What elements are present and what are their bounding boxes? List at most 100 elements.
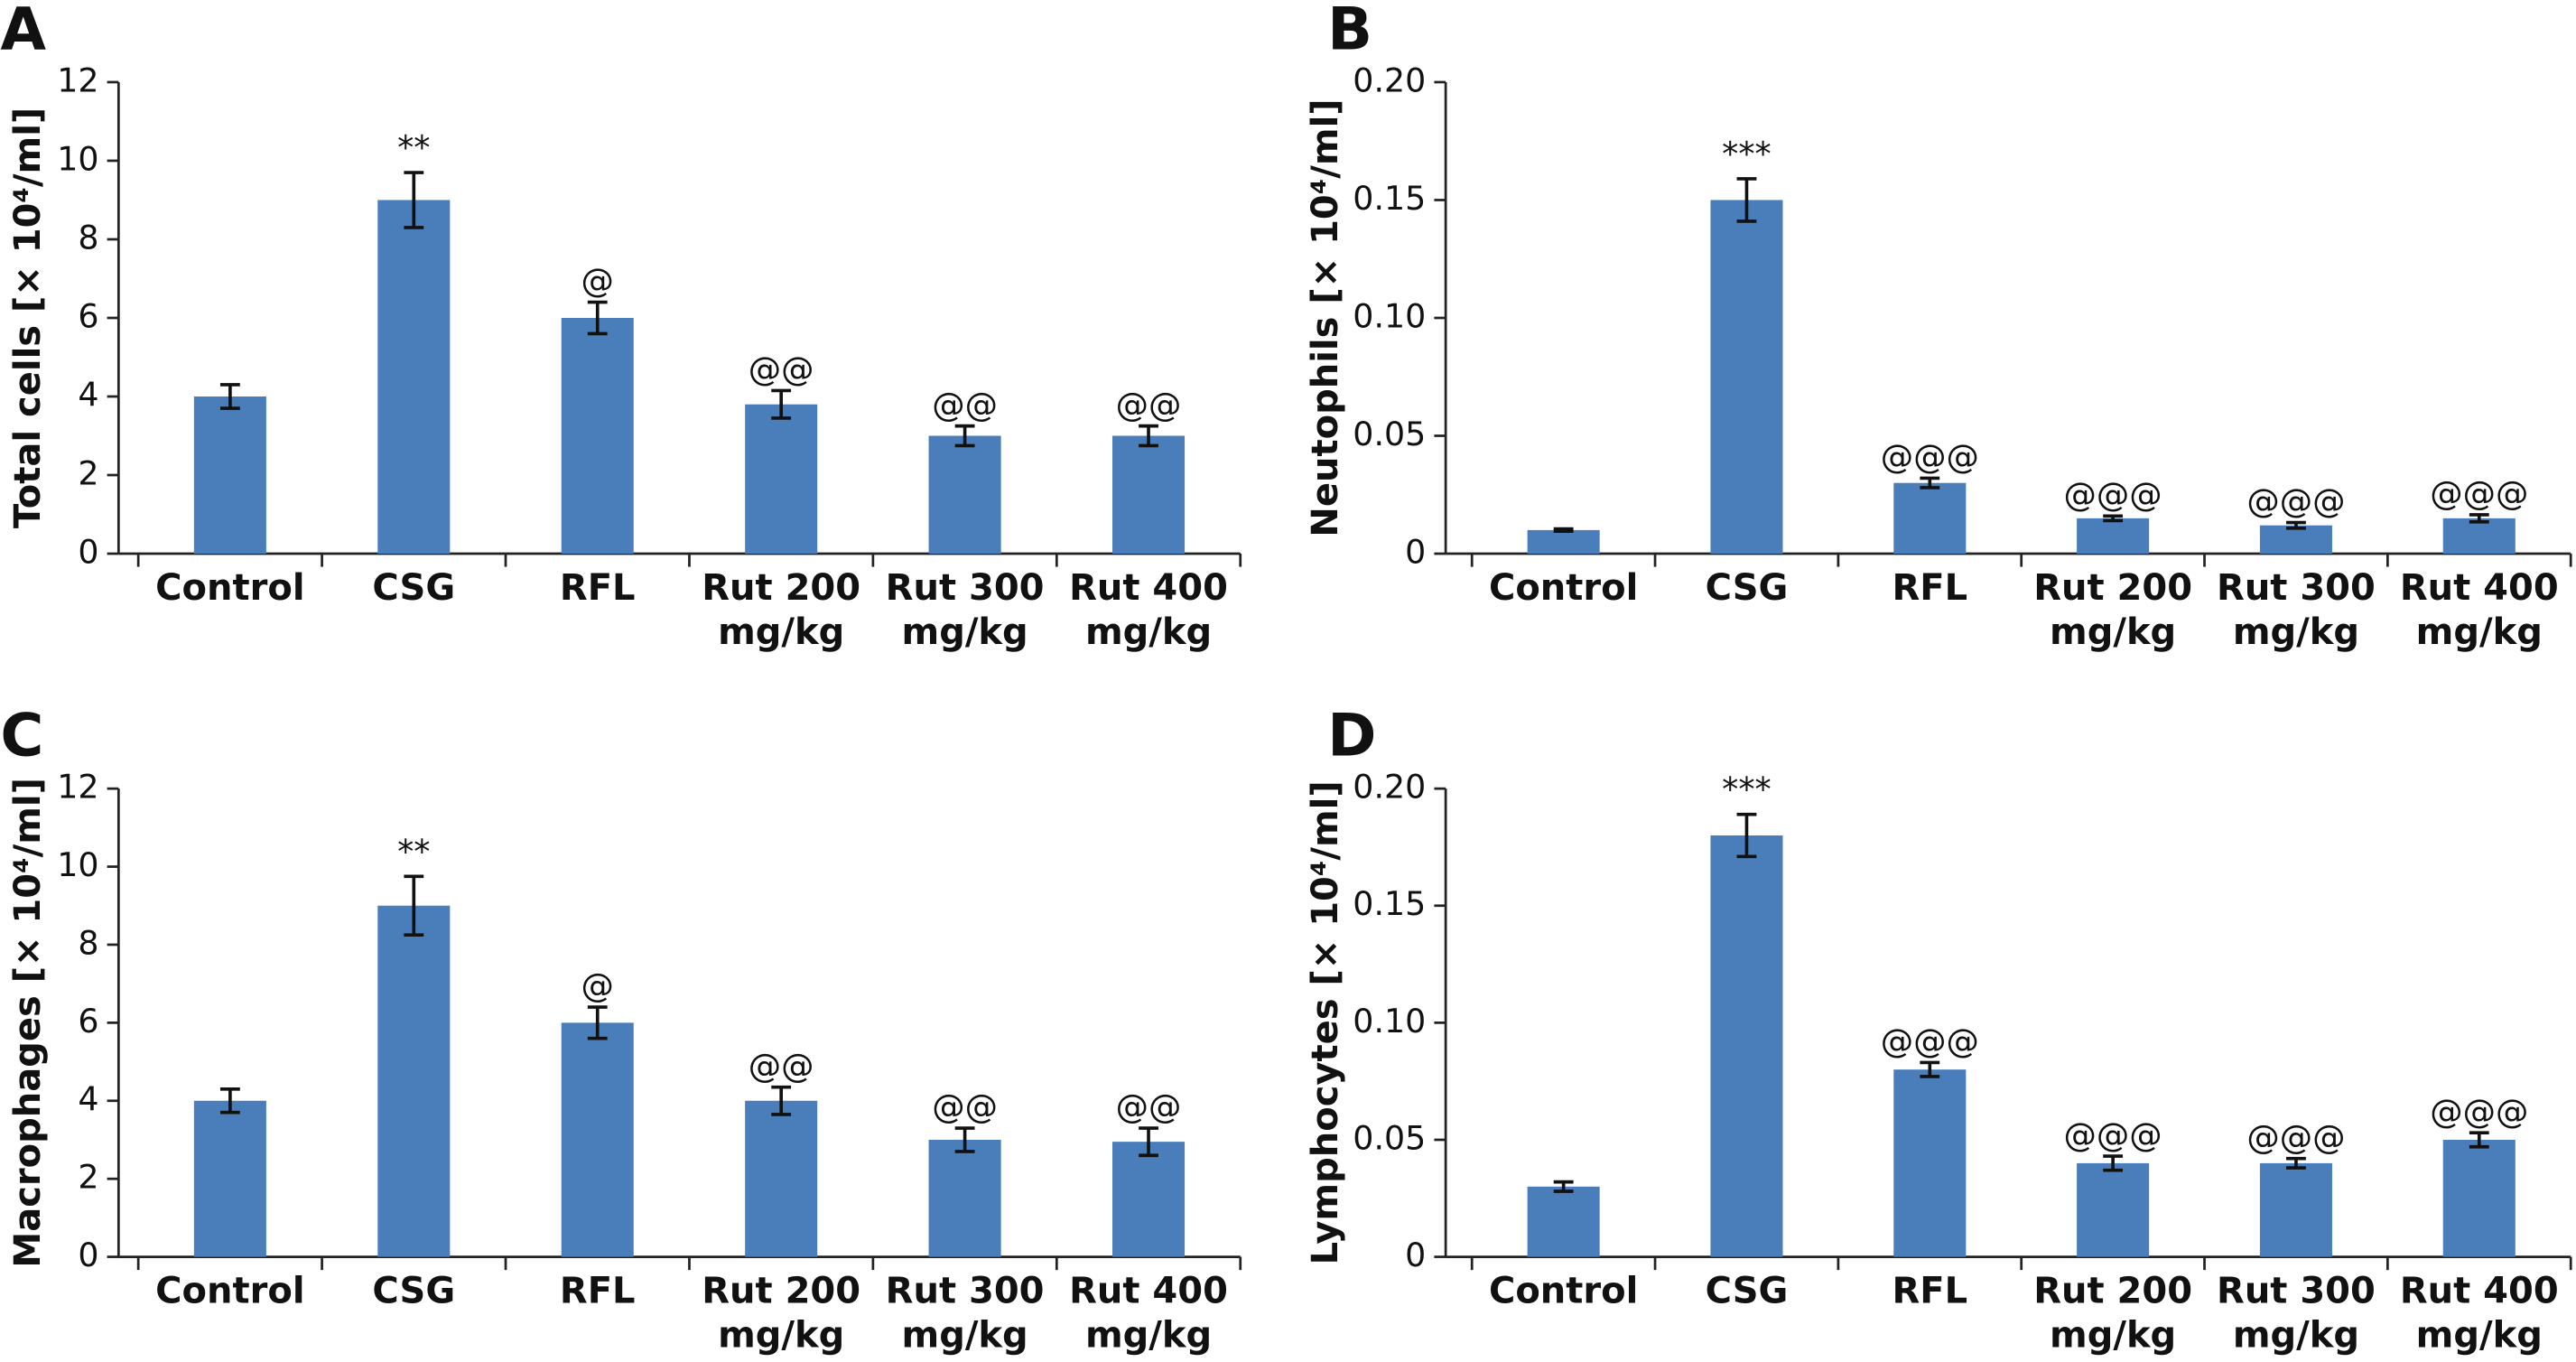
- bar: [193, 1100, 266, 1257]
- y-axis-label: Lymphocytes [× 10⁴/ml]: [1305, 780, 1346, 1264]
- bar: [1893, 1069, 1967, 1257]
- annotation: @: [581, 966, 614, 1005]
- x-tick-label: RFL: [1892, 567, 1967, 609]
- x-tick-label: RFL: [560, 1271, 636, 1312]
- x-tick-label: RFL: [1892, 1271, 1967, 1312]
- y-tick-label: 0.15: [1353, 884, 1426, 923]
- annotation: **: [397, 128, 430, 167]
- annotation: @@@: [2246, 481, 2345, 520]
- x-tick-label: Rut 200: [702, 1271, 860, 1312]
- bar: [377, 200, 451, 555]
- x-tick-label: Rut 400: [2400, 1271, 2559, 1312]
- x-tick-label: CSG: [372, 1271, 455, 1312]
- y-tick-label: 0.10: [1353, 296, 1426, 335]
- bar: [1527, 529, 1600, 555]
- y-tick-label: 0: [78, 533, 98, 572]
- annotation: ***: [1722, 770, 1772, 809]
- x-tick-label: Rut 400: [1069, 567, 1228, 609]
- y-tick-label: 0.15: [1353, 179, 1426, 218]
- y-axis-label: Neutophils [× 10⁴/ml]: [1305, 98, 1346, 536]
- y-tick-label: 8: [78, 218, 98, 257]
- panel-label: C: [0, 702, 43, 770]
- y-tick-label: 10: [57, 845, 98, 884]
- annotation: @@: [1116, 1087, 1182, 1126]
- x-tick-label: Rut 200: [2033, 1271, 2192, 1312]
- y-tick-label: 0.20: [1353, 768, 1426, 807]
- bar: [561, 1022, 634, 1257]
- y-tick-label: 0.05: [1353, 1118, 1426, 1157]
- x-tick-label: mg/kg: [2233, 1315, 2359, 1357]
- y-tick-label: 8: [78, 923, 98, 962]
- y-tick-label: 6: [78, 296, 98, 335]
- y-tick-label: 0: [78, 1236, 98, 1274]
- panel-label: A: [0, 0, 46, 63]
- y-tick-label: 10: [57, 139, 98, 178]
- x-tick-label: Control: [1489, 1271, 1638, 1312]
- bar: [1527, 1186, 1600, 1257]
- y-tick-label: 0.20: [1353, 61, 1426, 99]
- bar: [1710, 200, 1783, 555]
- annotation: @@@: [2064, 1115, 2162, 1154]
- x-tick-label: Rut 200: [2033, 567, 2192, 609]
- x-tick-label: mg/kg: [2416, 611, 2543, 653]
- bar: [745, 404, 818, 555]
- x-tick-label: Rut 400: [2400, 567, 2559, 609]
- bar: [2442, 518, 2516, 555]
- bar: [928, 1139, 1001, 1257]
- x-tick-label: mg/kg: [902, 611, 1028, 653]
- annotation: ***: [1722, 135, 1772, 173]
- bar: [377, 905, 451, 1257]
- bar: [928, 435, 1001, 555]
- x-tick-label: mg/kg: [1085, 611, 1212, 653]
- x-tick-label: Rut 300: [886, 567, 1045, 609]
- x-tick-label: Rut 300: [2217, 567, 2376, 609]
- y-tick-label: 2: [78, 454, 98, 493]
- x-tick-label: CSG: [1706, 567, 1789, 609]
- x-tick-label: CSG: [1706, 1271, 1789, 1312]
- bar: [2077, 1162, 2150, 1257]
- x-tick-label: Control: [155, 567, 304, 609]
- annotation: @@@: [2430, 1092, 2528, 1131]
- y-tick-label: 0: [1405, 533, 1426, 572]
- x-tick-label: mg/kg: [718, 611, 844, 653]
- x-tick-label: Rut 200: [702, 567, 860, 609]
- annotation: @@: [932, 1087, 998, 1126]
- annotation: @@: [1116, 385, 1182, 424]
- annotation: @@@: [1881, 1022, 1979, 1060]
- y-tick-label: 0.05: [1353, 415, 1426, 453]
- annotation: @@@: [2246, 1117, 2345, 1156]
- annotation: @: [581, 261, 614, 300]
- x-tick-label: Control: [155, 1271, 304, 1312]
- y-tick-label: 12: [57, 61, 98, 99]
- bar: [2442, 1139, 2516, 1257]
- y-tick-label: 12: [57, 768, 98, 807]
- bar: [2259, 1162, 2332, 1257]
- panel-label: D: [1327, 702, 1376, 770]
- y-tick-label: 4: [78, 1079, 98, 1118]
- bar: [1112, 1142, 1186, 1257]
- x-tick-label: mg/kg: [2050, 611, 2176, 653]
- x-tick-label: CSG: [372, 567, 455, 609]
- bar: [2259, 525, 2332, 555]
- annotation: @@@: [2064, 475, 2162, 514]
- y-tick-label: 0: [1405, 1236, 1426, 1274]
- y-tick-label: 0.10: [1353, 1002, 1426, 1040]
- bar: [561, 317, 634, 555]
- x-tick-label: RFL: [560, 567, 636, 609]
- annotation: @@: [749, 1046, 814, 1085]
- bar: [1112, 435, 1186, 555]
- annotation: @@@: [1881, 437, 1979, 476]
- annotation: @@: [749, 350, 814, 388]
- x-tick-label: mg/kg: [2233, 611, 2359, 653]
- y-tick-label: 2: [78, 1158, 98, 1197]
- x-tick-label: Rut 400: [1069, 1271, 1228, 1312]
- x-tick-label: mg/kg: [1085, 1315, 1212, 1357]
- x-tick-label: Rut 300: [2217, 1271, 2376, 1312]
- x-tick-label: Control: [1489, 567, 1638, 609]
- x-tick-label: mg/kg: [902, 1315, 1028, 1357]
- x-tick-label: mg/kg: [2416, 1315, 2543, 1357]
- y-axis-label: Macrophages [× 10⁴/ml]: [7, 778, 49, 1267]
- annotation: **: [397, 832, 430, 871]
- y-axis-label: Total cells [× 10⁴/ml]: [7, 107, 49, 528]
